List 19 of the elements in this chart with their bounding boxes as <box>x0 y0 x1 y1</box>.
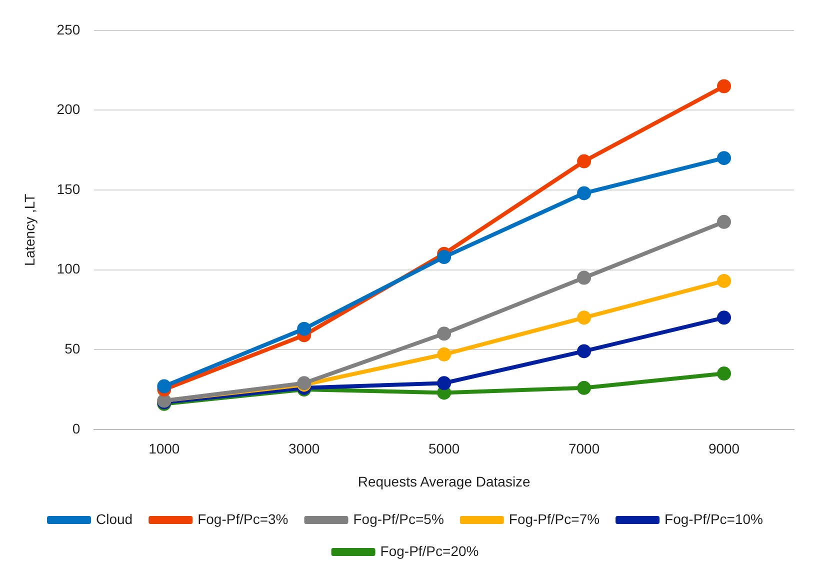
y-tick-label: 200 <box>56 101 80 118</box>
legend-label: Fog-Pf/Pc=20% <box>380 542 479 559</box>
y-tick-label: 100 <box>56 260 80 277</box>
x-tick-label: 1000 <box>148 440 180 457</box>
legend-label: Fog-Pf/Pc=7% <box>508 510 600 527</box>
x-tick-label: 9000 <box>708 440 740 457</box>
y-tick-label: 50 <box>64 340 80 356</box>
legend-label: Fog-Pf/Pc=10% <box>664 510 763 527</box>
legend-label: Fog-Pf/Pc=5% <box>353 510 444 527</box>
x-axis-title: Requests Average Datasize <box>358 473 531 490</box>
legend-label: Fog-Pf/Pc=3% <box>198 510 288 527</box>
x-tick-label: 7000 <box>568 440 600 457</box>
y-axis-title: Latency ,LT <box>21 193 38 266</box>
legend-label: Cloud <box>96 510 133 527</box>
x-tick-label: 3000 <box>288 440 320 457</box>
y-tick-label: 150 <box>56 180 80 197</box>
y-tick-label: 0 <box>72 420 80 436</box>
y-tick-label: 250 <box>56 21 80 38</box>
x-tick-label: 5000 <box>428 440 460 457</box>
